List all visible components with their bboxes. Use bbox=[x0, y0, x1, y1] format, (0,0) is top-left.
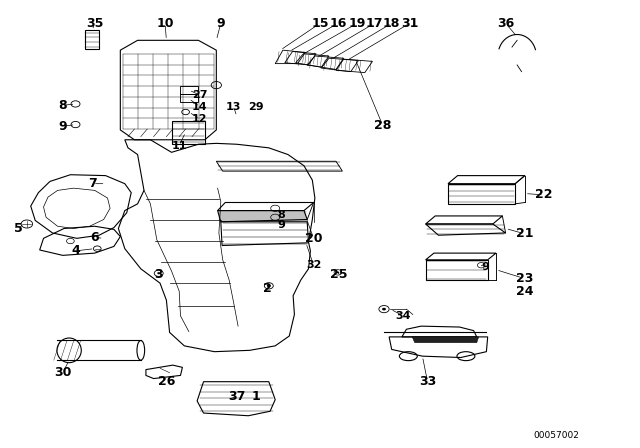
Text: 8: 8 bbox=[278, 210, 285, 220]
Text: 25: 25 bbox=[330, 267, 348, 281]
Text: 00057002: 00057002 bbox=[534, 431, 580, 440]
Text: 27: 27 bbox=[192, 90, 207, 100]
Text: 9: 9 bbox=[481, 262, 489, 271]
Text: 26: 26 bbox=[157, 375, 175, 388]
Text: 29: 29 bbox=[248, 102, 264, 112]
Text: 7: 7 bbox=[88, 177, 97, 190]
Text: 9: 9 bbox=[216, 17, 225, 30]
Circle shape bbox=[337, 271, 339, 273]
Text: 24: 24 bbox=[516, 284, 534, 298]
Text: 18: 18 bbox=[383, 17, 401, 30]
Text: 1: 1 bbox=[252, 390, 260, 403]
Text: 9: 9 bbox=[58, 120, 67, 133]
Circle shape bbox=[382, 308, 386, 310]
Text: 31: 31 bbox=[401, 17, 419, 30]
Text: 15: 15 bbox=[311, 17, 329, 30]
Text: 28: 28 bbox=[374, 119, 392, 132]
Text: 6: 6 bbox=[90, 231, 99, 244]
Text: 9: 9 bbox=[278, 220, 285, 230]
Text: 16: 16 bbox=[329, 17, 347, 30]
Text: 5: 5 bbox=[13, 222, 22, 235]
Text: 35: 35 bbox=[86, 17, 104, 30]
Circle shape bbox=[267, 284, 271, 287]
Text: 34: 34 bbox=[396, 311, 411, 321]
Text: 10: 10 bbox=[156, 17, 174, 30]
Text: 32: 32 bbox=[306, 260, 321, 270]
Text: 30: 30 bbox=[54, 366, 72, 379]
Text: 2: 2 bbox=[263, 282, 272, 296]
Text: 8: 8 bbox=[58, 99, 67, 112]
Text: 20: 20 bbox=[305, 232, 323, 245]
Text: 19: 19 bbox=[348, 17, 366, 30]
Text: 14: 14 bbox=[192, 102, 207, 112]
Text: 11: 11 bbox=[172, 141, 187, 151]
Text: 12: 12 bbox=[192, 114, 207, 124]
Text: 17: 17 bbox=[365, 17, 383, 30]
Text: 23: 23 bbox=[516, 272, 534, 285]
Polygon shape bbox=[412, 337, 479, 343]
Text: 4: 4 bbox=[71, 244, 80, 258]
Text: 37: 37 bbox=[228, 390, 246, 403]
Text: 36: 36 bbox=[497, 17, 514, 30]
Text: 33: 33 bbox=[419, 375, 436, 388]
Text: 3: 3 bbox=[154, 267, 163, 281]
Text: 21: 21 bbox=[516, 227, 534, 241]
Text: 13: 13 bbox=[226, 102, 241, 112]
Text: 22: 22 bbox=[535, 188, 553, 202]
